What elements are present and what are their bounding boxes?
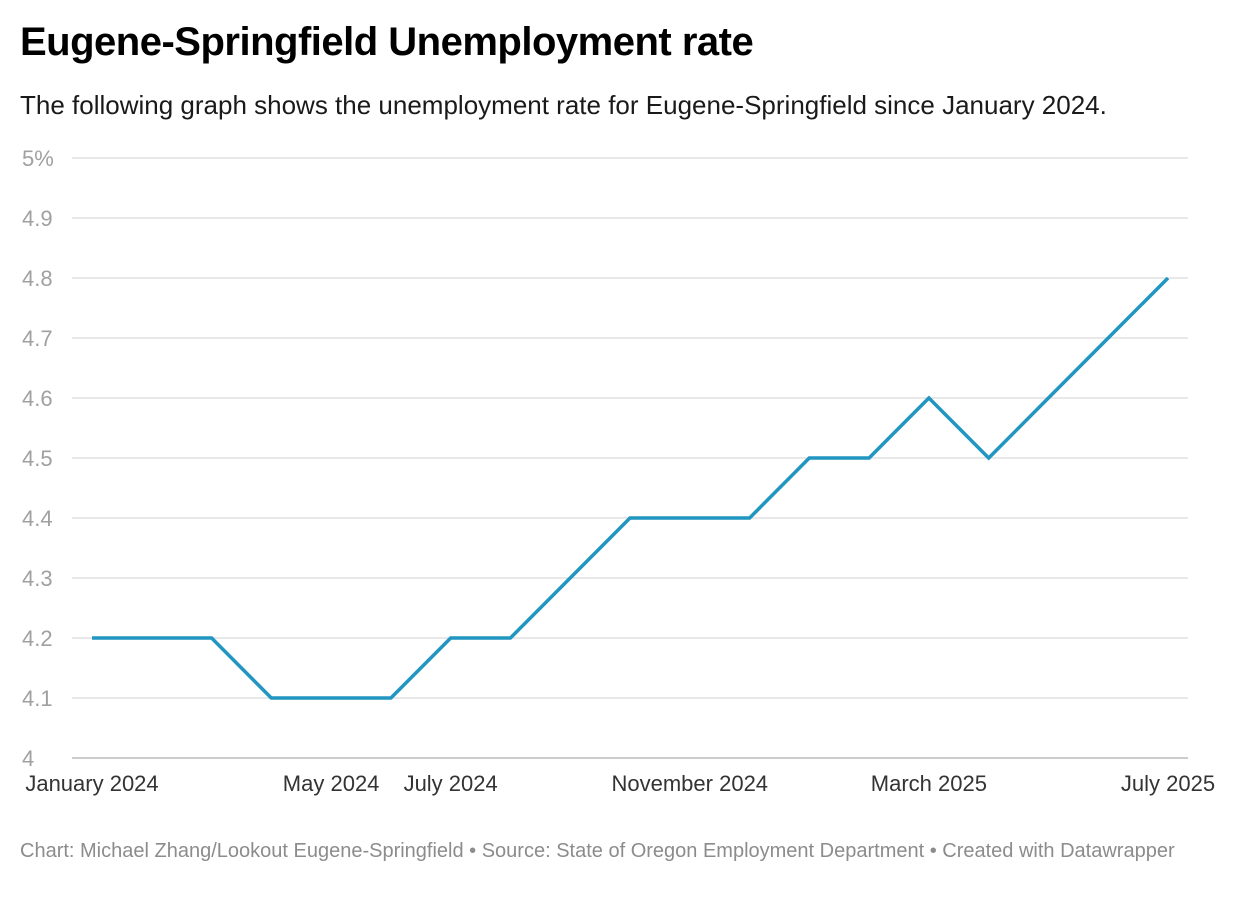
y-tick-label: 4.5 [22, 446, 53, 471]
series-line [92, 276, 1170, 700]
line-chart: 4 4.1 4.2 4.3 4.4 4.5 4.6 4.7 4.8 4.9 5% January 2… [22, 146, 1215, 796]
y-axis: 4 4.1 4.2 4.3 4.4 4.5 4.6 4.7 4.8 4.9 5% [22, 146, 54, 771]
y-tick-label: 4.2 [22, 626, 53, 651]
y-tick-label: 4.4 [22, 506, 53, 531]
gridlines [72, 157, 1188, 759]
y-tick-label: 4.1 [22, 686, 53, 711]
chart-footer: Chart: Michael Zhang/Lookout Eugene-Spri… [20, 840, 1175, 862]
x-tick-label: July 2025 [1121, 771, 1215, 796]
x-tick-label: May 2024 [283, 771, 380, 796]
y-tick-label: 4.8 [22, 266, 53, 291]
x-tick-label: November 2024 [612, 771, 769, 796]
chart-subtitle: The following graph shows the unemployme… [20, 90, 1107, 120]
y-tick-label: 4.9 [22, 206, 53, 231]
y-tick-label: 5% [22, 146, 54, 171]
chart-title: Eugene-Springfield Unemployment rate [20, 20, 754, 64]
series-layer [92, 276, 1170, 700]
x-tick-label: January 2024 [25, 771, 158, 796]
y-tick-label: 4.7 [22, 326, 53, 351]
x-tick-label: July 2024 [404, 771, 498, 796]
x-tick-label: March 2025 [871, 771, 987, 796]
y-tick-label: 4.6 [22, 386, 53, 411]
y-tick-label: 4.3 [22, 566, 53, 591]
y-tick-label: 4 [22, 746, 34, 771]
x-axis: January 2024 May 2024 July 2024 November 20… [25, 771, 1215, 796]
